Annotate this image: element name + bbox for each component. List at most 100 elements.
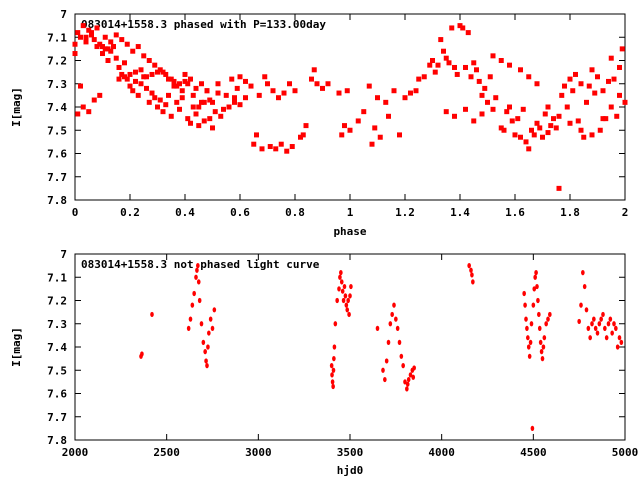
y-axis-title: I[mag] [10,327,23,367]
data-point [86,109,92,115]
data-point [333,321,338,327]
data-point [548,123,554,129]
data-point [207,330,211,336]
data-point [534,120,540,126]
data-point [140,351,144,357]
data-point [349,283,353,290]
data-point [287,81,292,87]
data-point [386,339,391,345]
data-point [182,78,188,84]
data-point [232,99,237,105]
y-tick-label: 7.8 [47,194,67,207]
data-point [537,325,542,331]
data-point [311,67,317,73]
data-point [199,99,204,105]
data-point [606,78,611,84]
data-point [163,102,169,108]
data-point [130,88,136,94]
x-tick-label: 0.4 [175,206,195,219]
data-point [556,185,562,191]
x-tick-label: 3000 [245,446,272,459]
data-point [289,144,295,150]
y-tick-label: 7.3 [47,78,67,91]
data-point [232,95,237,101]
data-point [601,311,605,318]
data-point [86,27,92,33]
x-tick-label: 1.2 [395,206,415,219]
data-point [207,116,213,122]
data-point [463,64,468,70]
x-axis-title: hjd0 [337,464,364,477]
data-point [590,321,594,327]
data-point [199,81,204,87]
data-point [177,81,182,87]
x-tick-label: 3500 [337,446,364,459]
data-point [303,123,309,129]
data-point [530,425,535,431]
data-point [388,321,393,327]
data-point [174,99,180,105]
data-point [144,74,149,80]
data-point [102,34,108,40]
x-axis-title: phase [333,225,366,238]
data-point [119,37,125,43]
data-point [292,88,298,94]
data-point [256,92,262,98]
data-point [91,97,97,103]
y-tick-label: 7.1 [47,271,67,284]
data-point [124,76,130,82]
data-point [559,92,565,98]
data-point [83,34,89,40]
data-point [551,116,556,122]
data-point [610,330,614,336]
data-point [482,85,488,91]
data-point [100,51,105,57]
data-point [523,139,529,145]
data-point [567,76,573,82]
data-point [595,74,600,80]
x-tick-label: 2 [622,206,629,219]
data-point [254,132,259,138]
data-point [567,120,573,126]
data-point [526,335,530,341]
data-point [102,46,108,52]
data-point [78,83,83,89]
data-point [394,316,398,322]
data-point [193,111,199,117]
data-point [375,325,380,331]
phased-panel: 0 0.2 0.4 0.6 0.8 1 1.2 1.4 1.6 1.8 2 7 7.1 7.2 7.3 7.4… [10,8,628,238]
data-point [259,146,265,152]
y-tick-label: 7.2 [47,55,67,68]
data-point [435,62,441,68]
data-point [397,132,402,138]
y-tick-label: 7.6 [47,148,67,161]
data-point [403,379,407,385]
data-point [485,99,490,105]
data-point [375,95,380,101]
data-point [135,44,141,50]
data-point [386,113,391,119]
data-point [141,74,147,80]
data-point [592,90,598,96]
data-point [355,118,361,124]
data-point [171,83,177,89]
data-point [515,116,521,122]
data-point [584,307,589,313]
data-point [122,74,127,80]
data-point [201,118,207,124]
data-point [526,146,532,152]
data-point [108,39,114,45]
data-point [141,53,147,59]
data-point [100,44,105,50]
data-point [578,81,584,87]
data-point [270,88,276,94]
data-point [124,41,130,47]
data-point [586,325,591,331]
data-point [146,99,152,105]
data-point [529,321,534,327]
data-point [221,106,226,112]
data-point [614,325,618,331]
data-point [212,109,218,115]
data-point [188,76,193,82]
data-point [476,78,482,84]
